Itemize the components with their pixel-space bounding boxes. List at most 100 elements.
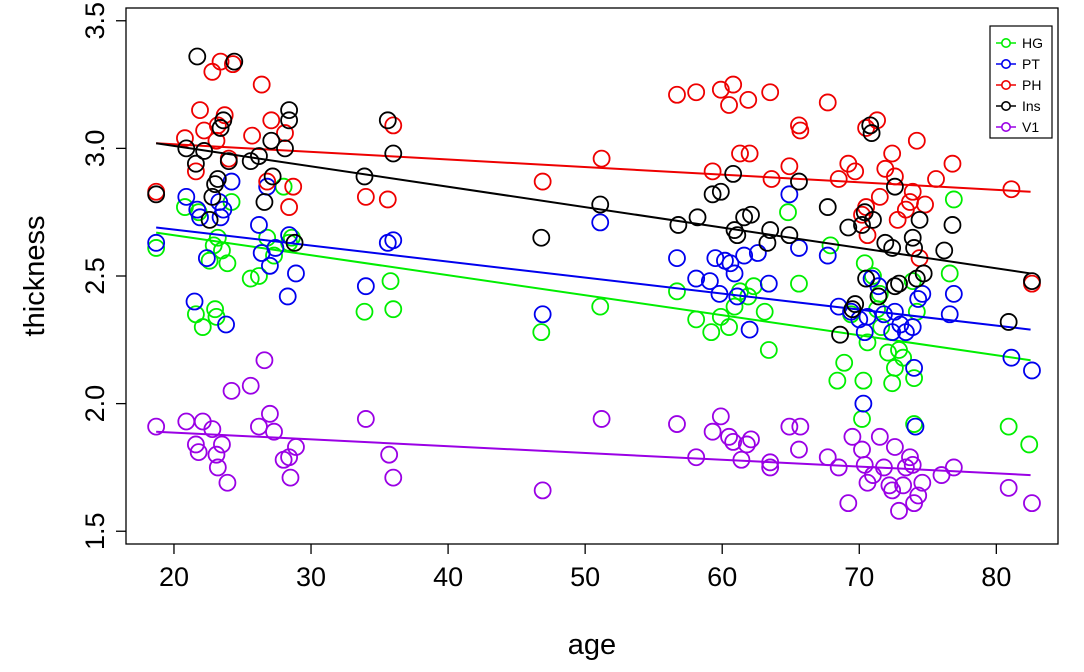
data-point-pt [217, 315, 235, 334]
data-point-ph [280, 198, 299, 216]
data-point-hg [858, 333, 877, 352]
data-point-hg [779, 203, 797, 222]
data-point-pt [261, 256, 279, 275]
legend: HG PT PH Ins V1 [989, 25, 1053, 139]
x-tick-label: 70 [844, 562, 874, 592]
data-point-ins [728, 226, 747, 245]
data-point-ins [688, 208, 707, 227]
data-point-hg [274, 177, 293, 196]
data-point-ph [384, 116, 403, 135]
data-point-hg [883, 374, 902, 393]
data-point-pt [250, 216, 268, 234]
data-point-pt [700, 272, 719, 291]
data-point-ph [780, 157, 799, 176]
data-point-ph [731, 144, 749, 163]
data-point-ins [262, 131, 281, 150]
data-point-ph [818, 93, 837, 112]
data-point-hg [241, 269, 260, 288]
data-point-ins [1023, 272, 1041, 291]
data-point-ins [255, 193, 274, 211]
data-point-v1 [909, 486, 928, 505]
data-point-pt [906, 417, 925, 436]
data-point-ph [687, 83, 706, 102]
data-point-hg [835, 353, 854, 372]
data-point-ph [378, 190, 397, 209]
data-point-v1 [843, 427, 862, 446]
data-point-hg [725, 297, 744, 316]
data-point-hg [944, 190, 963, 209]
x-tick-label: 50 [570, 562, 600, 592]
data-point-ins [999, 313, 1018, 331]
data-point-pt [735, 246, 754, 265]
data-point-v1 [189, 443, 208, 462]
data-point-pt [1023, 361, 1041, 380]
data-point-ph [724, 75, 743, 94]
data-point-ph [829, 170, 848, 188]
data-point-ins [276, 139, 294, 158]
data-point-ph [858, 226, 877, 245]
data-point-pt [905, 358, 923, 377]
data-point-v1 [668, 415, 686, 433]
data-point-ins [790, 172, 808, 191]
data-point-pt [287, 264, 305, 283]
data-point-pt [214, 200, 233, 219]
data-point-pt [591, 213, 610, 232]
data-point-v1 [944, 458, 963, 477]
data-point-hg [208, 228, 227, 247]
legend-marker-hg [1000, 37, 1011, 48]
data-point-ph [533, 172, 552, 191]
data-point-ins [147, 185, 166, 204]
legend-box [989, 25, 1053, 139]
data-point-ins [818, 198, 837, 216]
data-point-ins [910, 210, 929, 229]
data-point-ph [191, 101, 209, 119]
x-tick-label: 20 [159, 562, 189, 592]
fit-line-hg [156, 231, 1031, 362]
data-point-ins [250, 147, 268, 165]
data-point-v1 [592, 410, 611, 428]
data-point-ins [280, 111, 299, 130]
data-point-ins [886, 277, 904, 296]
x-axis-title: age [568, 629, 616, 661]
data-point-ins [211, 119, 230, 137]
legend-label-ins: Ins [1022, 98, 1041, 114]
data-point-pt [940, 305, 959, 324]
data-point-hg [193, 318, 212, 336]
data-point-v1 [724, 433, 743, 451]
legend-marker-ins [1000, 101, 1011, 112]
legend-label-hg: HG [1022, 35, 1043, 51]
data-point-pt [197, 249, 216, 268]
data-point-ph [761, 83, 780, 102]
data-point-hg [870, 284, 889, 303]
data-point-ph [356, 187, 375, 206]
data-point-v1 [829, 458, 848, 477]
data-point-v1 [380, 445, 399, 464]
data-point-hg [591, 297, 610, 316]
data-point-ph [258, 172, 277, 191]
data-point-v1 [177, 412, 196, 431]
data-point-ins [280, 101, 299, 119]
data-point-ph [203, 62, 222, 81]
data-point-pt [533, 305, 552, 324]
data-point-pt [668, 249, 686, 268]
y-tick-label: 2.5 [80, 257, 110, 295]
data-point-ph [870, 187, 889, 206]
data-point-hg [206, 300, 224, 319]
data-point-hg [828, 371, 847, 390]
data-point-v1 [894, 476, 913, 495]
data-point-hg [905, 369, 923, 387]
data-point-v1 [207, 445, 226, 464]
data-point-v1 [901, 448, 919, 467]
series-ins [147, 47, 1041, 344]
data-point-ins [862, 124, 881, 142]
data-point-pt [780, 185, 799, 204]
data-point-ins [890, 274, 908, 293]
data-point-v1 [213, 435, 231, 454]
data-point-hg [790, 274, 808, 293]
data-point-ph [916, 195, 934, 214]
data-point-ph [888, 210, 907, 229]
legend-marker-ph [1000, 80, 1011, 91]
data-point-pt [740, 320, 759, 339]
x-tick-label: 80 [981, 562, 1011, 592]
data-point-hg [265, 246, 283, 265]
